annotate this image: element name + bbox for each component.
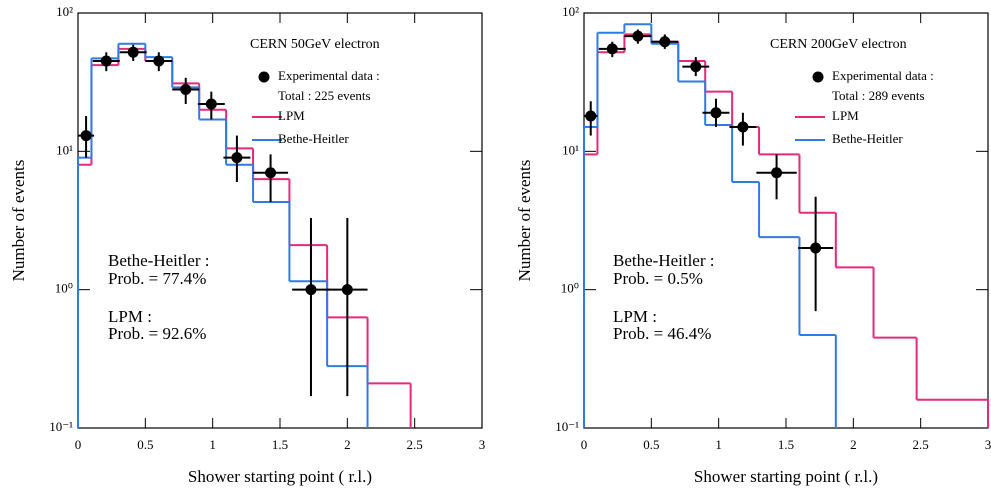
x-tick-label: 3	[985, 437, 991, 452]
x-tick-label: 0	[581, 437, 588, 452]
y-tick-label: 10²	[562, 4, 579, 19]
y-tick-label: 10¹	[562, 142, 579, 157]
annotation: Prob. = 0.5%	[613, 269, 703, 288]
legend-marker	[258, 71, 270, 83]
legend-label: Experimental data :	[278, 68, 380, 83]
x-tick-label: 0.5	[137, 437, 153, 452]
legend-label: Experimental data :	[832, 68, 934, 83]
data-point	[632, 30, 644, 42]
legend-label: LPM	[278, 108, 305, 123]
annotation: Bethe-Heitler :	[108, 251, 210, 270]
y-axis-label: Number of events	[9, 160, 28, 282]
y-tick-label: 10²	[56, 4, 73, 19]
y-tick-label: 10⁰	[561, 281, 579, 296]
y-axis-label: Number of events	[515, 160, 534, 282]
data-point	[585, 110, 597, 122]
data-point	[205, 98, 217, 110]
data-point	[810, 242, 822, 254]
annotation: LPM :	[108, 307, 152, 326]
data-point	[265, 167, 277, 179]
y-tick-label: 10⁰	[55, 281, 73, 296]
x-tick-label: 1.5	[778, 437, 794, 452]
legend-label: Bethe-Heitler	[278, 131, 349, 146]
x-tick-label: 2	[344, 437, 351, 452]
legend-note: Total : 225 events	[278, 88, 371, 103]
data-point	[341, 284, 353, 296]
data-point	[690, 61, 702, 73]
data-point	[659, 36, 671, 48]
data-point	[305, 284, 317, 296]
x-tick-label: 0	[75, 437, 82, 452]
x-tick-label: 2.5	[913, 437, 929, 452]
data-point	[80, 130, 92, 142]
x-axis-label: Shower starting point ( r.l.)	[694, 467, 878, 486]
x-tick-label: 2.5	[407, 437, 423, 452]
y-tick-label: 10¹	[56, 142, 73, 157]
x-tick-label: 1	[715, 437, 722, 452]
data-point	[606, 43, 618, 55]
data-point	[737, 121, 749, 133]
x-tick-label: 1.5	[272, 437, 288, 452]
x-tick-label: 1	[209, 437, 216, 452]
x-tick-label: 2	[850, 437, 857, 452]
data-point	[127, 46, 139, 58]
annotation: LPM :	[613, 307, 657, 326]
x-axis-label: Shower starting point ( r.l.)	[188, 467, 372, 486]
annotation: Prob. = 46.4%	[613, 324, 711, 343]
y-tick-label: 10⁻¹	[555, 419, 579, 434]
data-point	[153, 55, 165, 67]
data-point	[100, 55, 112, 67]
annotation: Prob. = 92.6%	[108, 324, 206, 343]
data-point	[180, 83, 192, 95]
panel-title: CERN 200GeV electron	[770, 37, 907, 52]
legend-label: LPM	[832, 108, 859, 123]
legend-note: Total : 289 events	[832, 88, 925, 103]
data-point	[771, 167, 783, 179]
data-point	[231, 152, 243, 164]
legend-label: Bethe-Heitler	[832, 131, 903, 146]
legend-marker	[812, 71, 824, 83]
y-tick-label: 10⁻¹	[49, 419, 73, 434]
annotation: Prob. = 77.4%	[108, 269, 206, 288]
x-tick-label: 0.5	[643, 437, 659, 452]
x-tick-label: 3	[479, 437, 486, 452]
annotation: Bethe-Heitler :	[613, 251, 715, 270]
data-point	[710, 107, 722, 119]
panel-title: CERN 50GeV electron	[250, 37, 380, 52]
